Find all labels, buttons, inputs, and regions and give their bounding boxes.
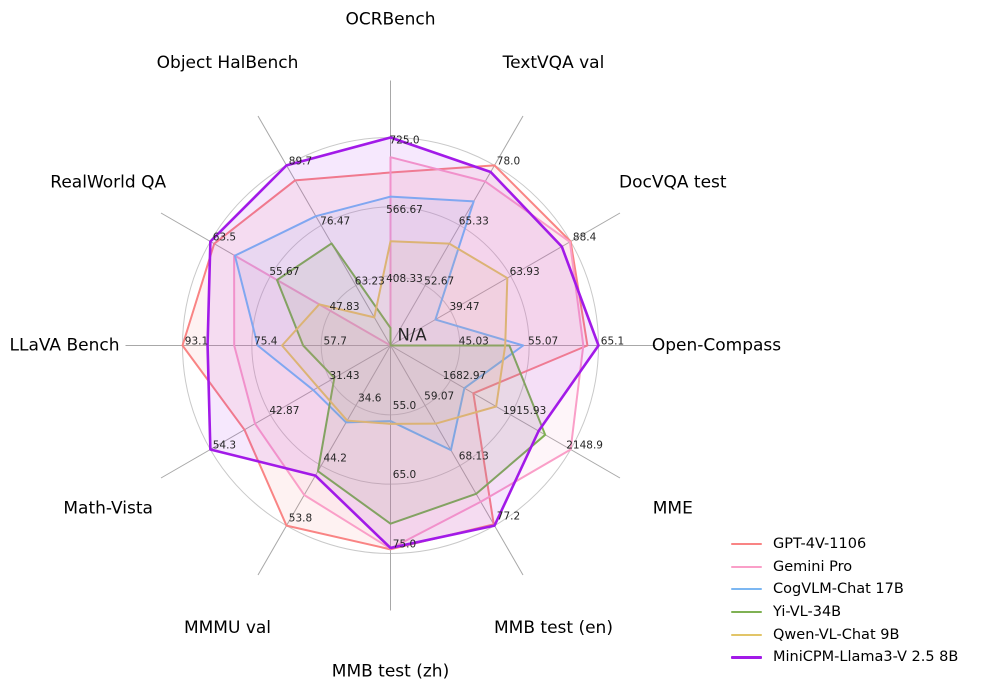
- tick-label-math-vista-0: 54.3: [213, 440, 236, 452]
- tick-label-textvqa-val-1: 65.33: [459, 215, 489, 227]
- tick-label-ocrbench-2: 408.33: [386, 273, 423, 285]
- legend-item-gpt-4v-1106: GPT-4V-1106: [731, 533, 958, 556]
- tick-label-mme-2: 1682.97: [443, 370, 486, 382]
- legend-label: GPT-4V-1106: [773, 536, 867, 553]
- axis-title-textvqa-val: TextVQA val: [502, 53, 605, 73]
- tick-label-llava-bench-1: 75.4: [254, 336, 278, 348]
- tick-label-open-compass-2: 45.03: [459, 336, 489, 348]
- legend-swatch-gemini-pro: [731, 565, 762, 568]
- legend-label: CogVLM-Chat 17B: [773, 581, 904, 598]
- tick-label-docvqa-test-2: 39.47: [449, 301, 479, 313]
- tick-label-mmb-test-en-0: 77.2: [497, 511, 520, 523]
- tick-label-math-vista-2: 31.43: [329, 370, 359, 382]
- tick-label-mmb-test-en-2: 59.07: [424, 391, 454, 403]
- tick-label-mmb-test-zh-0: 75.0: [393, 539, 416, 551]
- axis-title-realworld-qa: RealWorld QA: [50, 173, 166, 193]
- legend-label: MiniCPM-Llama3-V 2.5 8B: [773, 649, 959, 666]
- tick-label-realworld-qa-2: 47.83: [329, 301, 359, 313]
- axis-spoke-mme: [390, 345, 621, 479]
- tick-label-textvqa-val-0: 78.0: [497, 155, 520, 167]
- tick-label-mme-0: 2148.9: [566, 440, 603, 452]
- legend-swatch-minicpm-llama3-v-2-5-8b: [731, 655, 762, 659]
- axis-title-mme: MME: [653, 499, 693, 519]
- tick-label-math-vista-1: 42.87: [269, 405, 299, 417]
- tick-label-docvqa-test-0: 88.4: [573, 232, 597, 244]
- axis-title-docvqa-test: DocVQA test: [619, 173, 727, 193]
- tick-label-mmmu-val-2: 34.6: [358, 393, 382, 405]
- axis-title-math-vista: Math-Vista: [63, 499, 153, 519]
- axis-title-object-halbench: Object HalBench: [157, 53, 299, 73]
- series-polygon-qwen-vl-chat-9b: [281, 240, 509, 425]
- legend-item-gemini-pro: Gemini Pro: [731, 556, 958, 579]
- legend-item-minicpm-llama3-v-2-5-8b: MiniCPM-Llama3-V 2.5 8B: [731, 646, 958, 669]
- axis-spoke-docvqa-test: [390, 212, 621, 346]
- tick-label-textvqa-val-2: 52.67: [424, 276, 454, 288]
- axis-title-mmmu-val: MMMU val: [184, 618, 271, 638]
- tick-label-mmmu-val-1: 44.2: [324, 453, 347, 465]
- axis-title-llava-bench: LLaVA Bench: [10, 336, 120, 356]
- tick-label-open-compass-1: 55.07: [528, 336, 558, 348]
- axis-title-mmb-test-en: MMB test (en): [494, 618, 613, 638]
- axis-spoke-object-halbench: [257, 115, 391, 346]
- legend-item-yi-vl-34b: Yi-VL-34B: [731, 601, 958, 624]
- series-polygon-yi-vl-34b: [276, 242, 547, 525]
- legend-label: Qwen-VL-Chat 9B: [773, 626, 900, 643]
- tick-label-mmmu-val-0: 53.8: [289, 513, 312, 525]
- legend-label: Gemini Pro: [773, 558, 853, 575]
- tick-label-realworld-qa-0: 63.5: [213, 232, 236, 244]
- legend-swatch-gpt-4v-1106: [731, 543, 762, 546]
- legend-label: Yi-VL-34B: [773, 604, 842, 621]
- tick-label-object-halbench-2: 63.23: [355, 276, 385, 288]
- tick-label-docvqa-test-1: 63.93: [510, 266, 540, 278]
- axis-spoke-mmmu-val: [257, 345, 391, 576]
- tick-label-mmb-test-zh-1: 65.0: [393, 469, 416, 481]
- series-polygon-minicpm-llama3-v-2-5-8b: [206, 136, 600, 550]
- axis-title-ocrbench: OCRBench: [345, 10, 435, 30]
- tick-label-mmb-test-zh-2: 55.0: [393, 400, 416, 412]
- legend-swatch-qwen-vl-chat-9b: [731, 633, 762, 636]
- tick-label-ocrbench-0: 725.0: [389, 135, 419, 147]
- tick-label-llava-bench-0: 93.1: [185, 336, 208, 348]
- legend-swatch-yi-vl-34b: [731, 611, 762, 614]
- legend-item-cogvlm-chat-17b: CogVLM-Chat 17B: [731, 578, 958, 601]
- tick-label-realworld-qa-1: 55.67: [269, 266, 299, 278]
- legend-swatch-cogvlm-chat-17b: [731, 588, 762, 591]
- axis-title-open-compass: Open-Compass: [652, 336, 781, 356]
- axis-spoke-textvqa-val: [390, 115, 524, 346]
- tick-label-object-halbench-0: 89.7: [289, 155, 312, 167]
- axis-spoke-math-vista: [160, 345, 391, 479]
- legend: GPT-4V-1106 Gemini Pro CogVLM-Chat 17B Yi-V…: [731, 533, 958, 669]
- center-na-label: N/A: [398, 326, 428, 345]
- axis-title-mmb-test-zh: MMB test (zh): [332, 662, 449, 682]
- tick-label-llava-bench-2: 57.7: [324, 336, 347, 348]
- tick-label-object-halbench-1: 76.47: [320, 215, 350, 227]
- tick-label-open-compass-0: 65.1: [601, 336, 624, 348]
- tick-label-mme-1: 1915.93: [503, 405, 546, 417]
- tick-label-ocrbench-1: 566.67: [386, 204, 423, 216]
- axis-spoke-mmb-test-en: [390, 345, 524, 576]
- tick-label-mmb-test-en-1: 68.13: [459, 451, 489, 463]
- legend-item-qwen-vl-chat-9b: Qwen-VL-Chat 9B: [731, 623, 958, 646]
